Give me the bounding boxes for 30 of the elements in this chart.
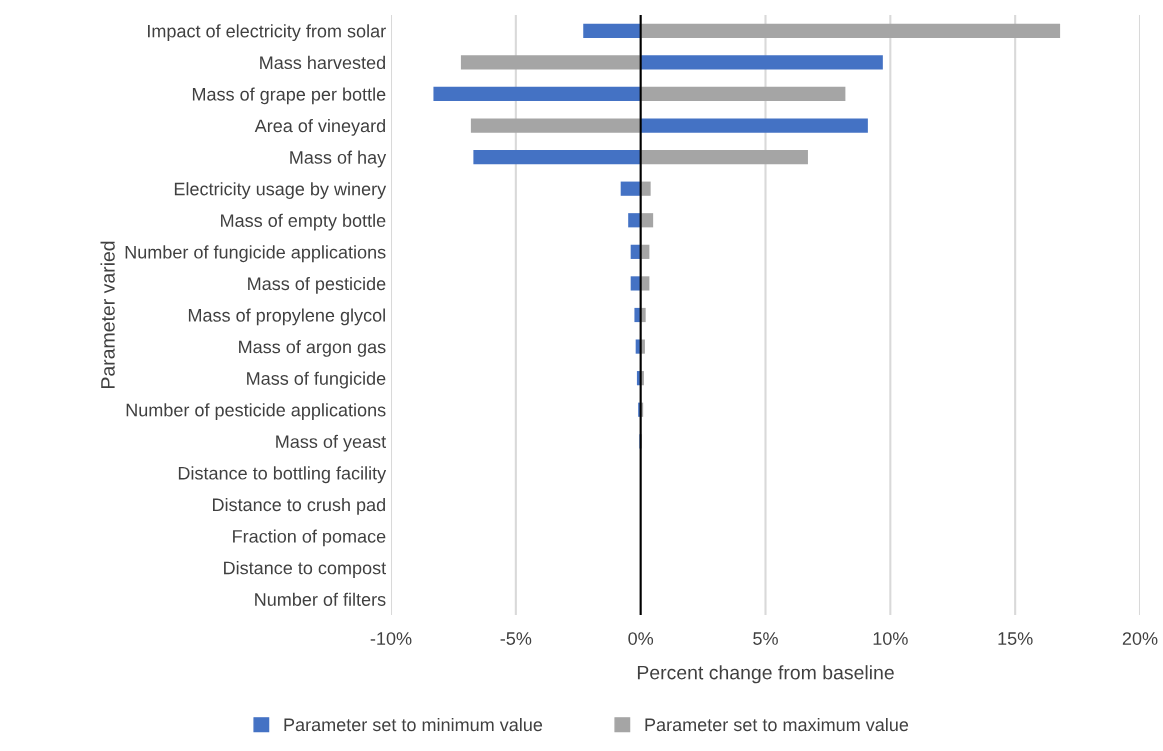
legend-label: Parameter set to minimum value xyxy=(284,717,543,732)
x-tick-label: 15% xyxy=(998,632,1033,645)
x-axis-title: Percent change from baseline xyxy=(637,665,894,684)
y-tick-label: Mass of grape per bottle xyxy=(192,87,386,105)
y-axis-title: Parameter varied xyxy=(100,241,115,388)
y-tick-label: Area of vineyard xyxy=(254,118,385,136)
x-tick-label: 10% xyxy=(873,632,908,645)
y-tick-label: Number of filters xyxy=(255,592,386,606)
y-tick-label: Mass of propylene glycol xyxy=(188,308,385,326)
y-tick-label: Mass of pesticide xyxy=(248,276,386,294)
x-tick-label: 5% xyxy=(753,632,778,645)
y-tick-label: Distance to bottling facility xyxy=(178,466,387,484)
y-tick-label: Mass of hay xyxy=(290,150,387,168)
x-tick-label: -10% xyxy=(370,632,412,645)
y-tick-label: Impact of electricity from solar xyxy=(148,24,386,42)
y-tick-label: Number of pesticide applications xyxy=(126,403,386,421)
y-tick-label: Mass of yeast xyxy=(276,434,387,452)
y-tick-label: Electricity usage by winery xyxy=(174,182,387,199)
y-tick-label: Mass of fungicide xyxy=(247,371,386,389)
y-tick-label: Number of fungicide applications xyxy=(125,245,386,263)
x-tick-label: -5% xyxy=(500,632,532,645)
x-tick-label: 0% xyxy=(628,632,654,645)
y-tick-label: Mass harvested xyxy=(260,55,385,70)
y-tick-label: Distance to crush pad xyxy=(213,497,385,515)
x-tick-label: 20% xyxy=(1122,632,1158,645)
y-tick-label: Fraction of pomace xyxy=(233,529,386,547)
y-tick-label: Mass of empty bottle xyxy=(221,213,386,231)
y-tick-label: Distance to compost xyxy=(224,561,387,578)
legend-label: Parameter set to maximum value xyxy=(645,717,909,732)
y-tick-label: Mass of argon gas xyxy=(239,340,386,357)
